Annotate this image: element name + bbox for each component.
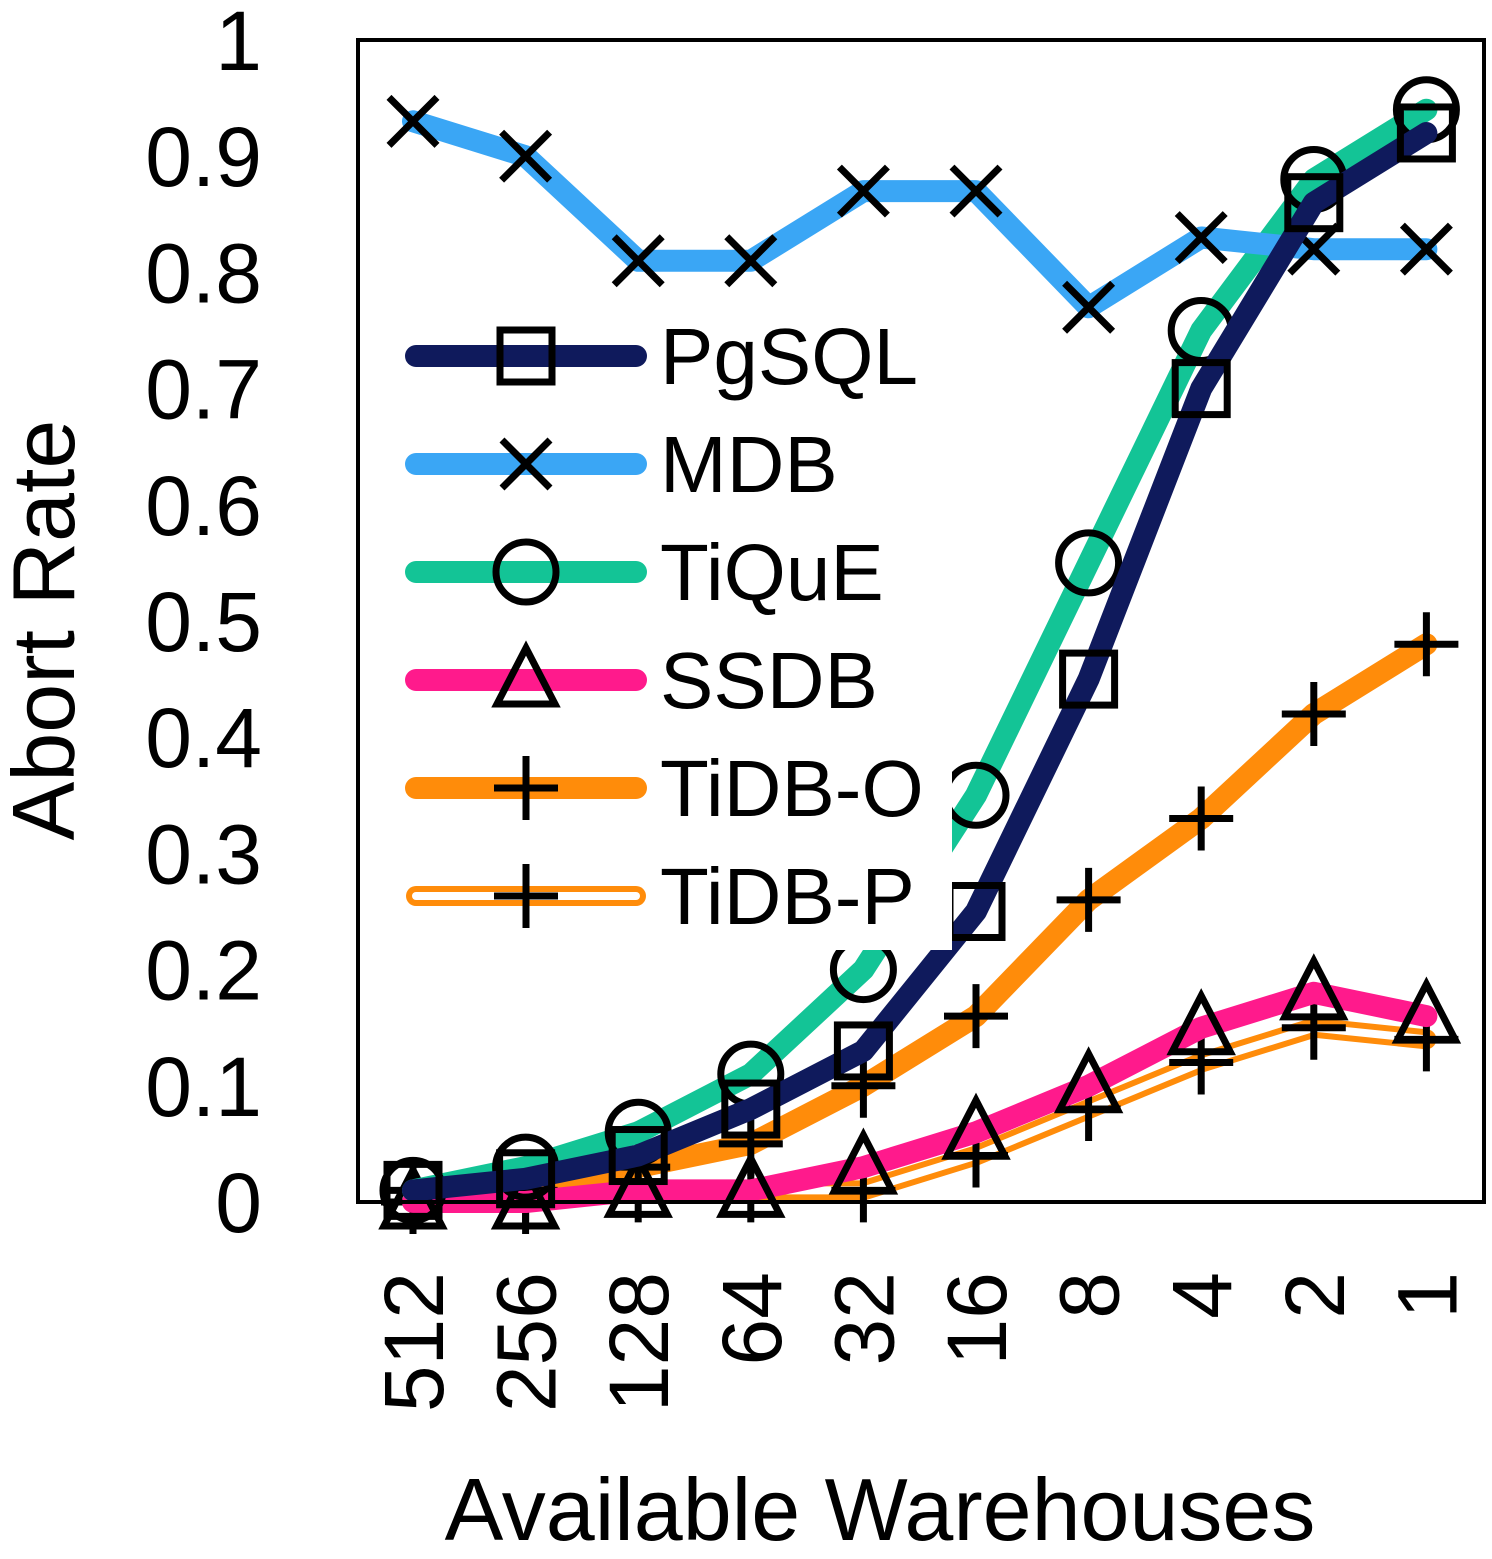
point-mdb-32 bbox=[836, 164, 890, 218]
legend-label-mdb: MDB bbox=[660, 420, 838, 509]
y-axis-ticks: 0 0.1 0.2 0.3 0.4 0.5 0.6 0.7 0.8 0.9 1 bbox=[145, 0, 262, 1250]
point-mdb-64 bbox=[724, 234, 778, 288]
point-tidb-o-2 bbox=[1281, 681, 1346, 746]
x-tick-label: 16 bbox=[930, 1272, 1024, 1365]
y-axis-title: Abort Rate bbox=[0, 420, 93, 841]
point-pgsql-64 bbox=[721, 1079, 781, 1139]
point-ssdb-2 bbox=[1279, 953, 1349, 1021]
legend-entry-tidb-o: TiDB-O bbox=[405, 744, 924, 833]
series-line-pgsql bbox=[402, 122, 1438, 1202]
series-mdb bbox=[386, 94, 1453, 334]
x-tick-label: 32 bbox=[817, 1272, 911, 1365]
y-tick-label: 0.4 bbox=[145, 691, 262, 785]
legend-label-tique: TiQuE bbox=[660, 528, 884, 617]
x-axis-title: Available Warehouses bbox=[445, 1460, 1316, 1559]
point-mdb-128 bbox=[611, 234, 665, 288]
legend-marker-tidb-p bbox=[494, 864, 558, 928]
y-tick-label: 0.9 bbox=[145, 110, 262, 204]
point-mdb-256 bbox=[499, 129, 553, 183]
point-pgsql-128 bbox=[608, 1126, 668, 1186]
x-tick-label: 4 bbox=[1155, 1272, 1249, 1319]
plot-frame bbox=[356, 38, 1486, 1204]
point-tique-8 bbox=[1055, 529, 1123, 597]
point-ssdb-64 bbox=[716, 1150, 786, 1218]
point-pgsql-1 bbox=[1396, 103, 1456, 163]
point-tidb-o-16 bbox=[944, 984, 1008, 1049]
x-tick-label: 512 bbox=[367, 1272, 461, 1412]
legend-entry-tique: TiQuE bbox=[405, 528, 884, 617]
point-ssdb-8 bbox=[1053, 1046, 1124, 1114]
series-line-tidb-o bbox=[402, 633, 1438, 1202]
point-tidb-p-4 bbox=[1169, 1030, 1234, 1095]
legend-label-tidb-o: TiDB-O bbox=[660, 744, 924, 833]
series-line-mdb bbox=[402, 110, 1438, 319]
legend-marker-pgsql bbox=[496, 326, 556, 386]
legend-entry-mdb: MDB bbox=[405, 420, 838, 509]
series-line-ssdb bbox=[402, 981, 1438, 1213]
point-tidb-o-1 bbox=[1394, 612, 1459, 677]
legend-label-tidb-p: TiDB-P bbox=[660, 852, 915, 941]
point-pgsql-2 bbox=[1284, 173, 1344, 233]
x-tick-label: 8 bbox=[1043, 1272, 1137, 1319]
point-pgsql-32 bbox=[833, 1021, 893, 1081]
point-mdb-1 bbox=[1399, 222, 1453, 276]
legend-entry-tidb-p: TiDB-P bbox=[406, 852, 915, 941]
legend-marker-ssdb bbox=[491, 640, 561, 708]
point-ssdb-16 bbox=[941, 1092, 1011, 1160]
point-pgsql-256 bbox=[496, 1149, 556, 1209]
y-tick-label: 0.3 bbox=[145, 807, 262, 901]
x-tick-label: 256 bbox=[480, 1272, 574, 1412]
legend-background bbox=[362, 300, 952, 950]
point-ssdb-1 bbox=[1391, 976, 1462, 1044]
point-mdb-512 bbox=[386, 94, 440, 148]
point-tidb-o-4 bbox=[1169, 786, 1234, 851]
point-ssdb-128 bbox=[603, 1150, 673, 1218]
legend-entry-ssdb: SSDB bbox=[405, 636, 878, 725]
legend-entry-pgsql: PgSQL bbox=[405, 312, 918, 401]
point-pgsql-4 bbox=[1171, 359, 1231, 419]
series-pgsql bbox=[383, 103, 1456, 1220]
point-mdb-16 bbox=[949, 164, 1003, 218]
legend-label-ssdb: SSDB bbox=[660, 636, 878, 725]
legend-marker-tidb-o bbox=[494, 756, 558, 820]
y-tick-label: 1 bbox=[215, 0, 262, 88]
point-pgsql-512 bbox=[383, 1160, 443, 1220]
y-tick-label: 0.8 bbox=[145, 226, 262, 320]
y-tick-label: 0.6 bbox=[145, 459, 262, 553]
y-tick-label: 0.5 bbox=[145, 575, 262, 669]
y-tick-label: 0 bbox=[215, 1156, 262, 1250]
legend: PgSQL MDB TiQuE SSDB TiDB-O TiDB-P bbox=[362, 300, 952, 950]
y-tick-label: 0.2 bbox=[145, 924, 262, 1018]
point-tidb-o-32 bbox=[831, 1053, 896, 1118]
x-tick-label: 1 bbox=[1380, 1272, 1474, 1319]
legend-marker-tique bbox=[492, 538, 560, 606]
x-axis-ticks: 512 256 128 64 32 16 8 4 2 1 bbox=[367, 1272, 1474, 1412]
point-tidb-o-8 bbox=[1056, 867, 1121, 932]
point-ssdb-4 bbox=[1166, 988, 1236, 1056]
point-tidb-p-2 bbox=[1281, 995, 1346, 1060]
point-pgsql-8 bbox=[1059, 649, 1119, 709]
point-mdb-8 bbox=[1062, 280, 1116, 334]
legend-label-pgsql: PgSQL bbox=[660, 312, 918, 401]
x-tick-label: 2 bbox=[1268, 1272, 1362, 1319]
point-ssdb-256 bbox=[490, 1162, 561, 1230]
y-tick-label: 0.7 bbox=[145, 343, 262, 437]
x-tick-label: 64 bbox=[705, 1272, 799, 1365]
legend-marker-mdb bbox=[499, 437, 553, 491]
y-tick-label: 0.1 bbox=[145, 1040, 262, 1134]
point-ssdb-32 bbox=[828, 1127, 899, 1195]
point-mdb-4 bbox=[1174, 211, 1228, 265]
x-tick-label: 128 bbox=[592, 1272, 686, 1412]
